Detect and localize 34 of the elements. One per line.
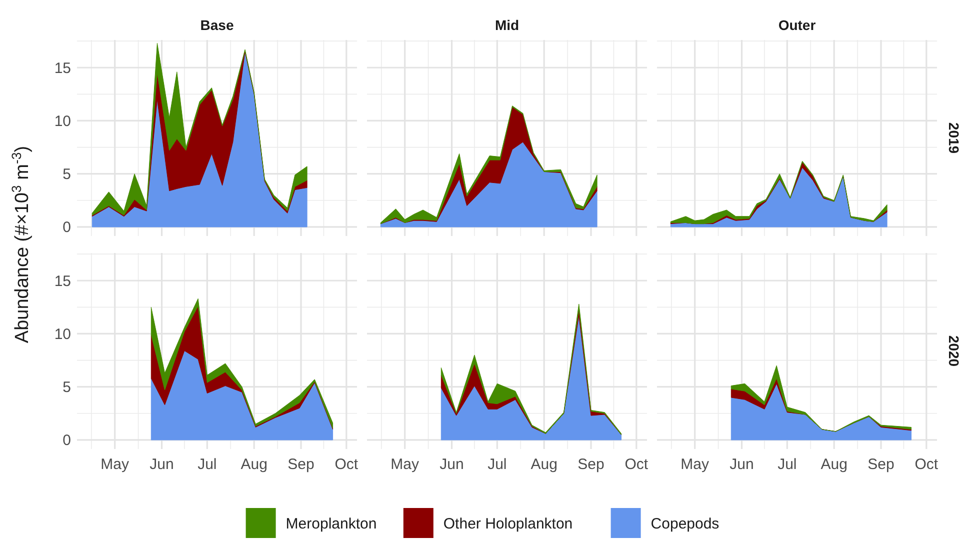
- x-tick-label: Jun: [440, 456, 464, 473]
- chart-title: Outer: [778, 17, 816, 33]
- chart-title: Mid: [494, 17, 520, 33]
- y-tick-label: 0: [62, 219, 71, 236]
- x-tick-label: Oct: [624, 456, 649, 473]
- y-tick-label: 15: [54, 60, 71, 77]
- legend-label: Meroplankton: [286, 515, 377, 532]
- y2-axis-title: 2020: [946, 335, 962, 367]
- x-tick-label: Jul: [488, 456, 507, 473]
- x-tick-label: Sep: [578, 456, 604, 473]
- x-tick-label: Aug: [240, 456, 268, 473]
- x-tick-label: May: [680, 456, 710, 473]
- x-tick-label: Jun: [150, 456, 174, 473]
- y-tick-label: 10: [54, 326, 71, 343]
- y-tick-label: 5: [62, 166, 71, 184]
- y-tick-label: 0: [62, 432, 71, 450]
- x-tick-label: Jun: [730, 456, 754, 473]
- x-tick-label: Oct: [914, 456, 939, 473]
- y2-axis-title: 2019: [946, 122, 962, 154]
- x-tick-label: Sep: [868, 456, 894, 473]
- x-tick-label: Oct: [334, 456, 359, 473]
- x-tick-label: Aug: [530, 456, 558, 473]
- x-tick-label: Aug: [820, 456, 848, 473]
- y-tick-label: 10: [54, 112, 71, 130]
- y-tick-label: 5: [62, 379, 71, 396]
- y-tick-label: 15: [54, 272, 71, 290]
- legend-label: Other Holoplankton: [443, 515, 573, 532]
- x-tick-label: Jul: [778, 456, 797, 473]
- x-tick-label: Sep: [288, 456, 314, 473]
- chart-title: Base: [200, 17, 234, 33]
- x-tick-label: Jul: [198, 456, 217, 473]
- x-tick-label: May: [100, 456, 130, 473]
- legend-label: Copepods: [650, 515, 720, 532]
- x-tick-label: May: [390, 456, 420, 473]
